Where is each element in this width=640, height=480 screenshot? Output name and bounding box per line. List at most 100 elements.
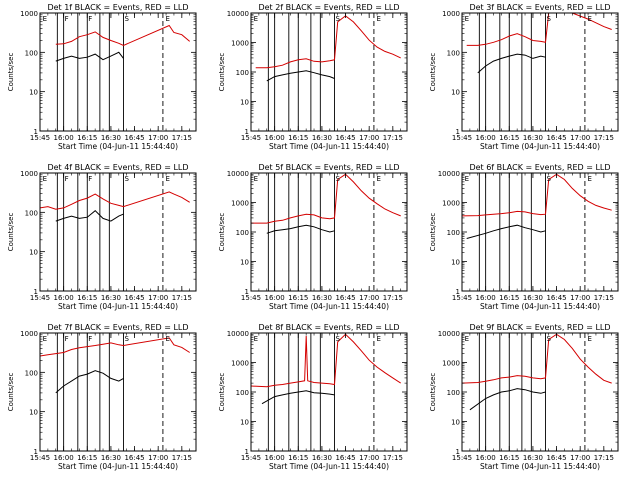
- interval-marker-label: S: [125, 15, 130, 23]
- x-tick-label: 16:00: [265, 294, 285, 302]
- interval-marker-label: F: [65, 15, 69, 23]
- y-tick-label: 1000: [442, 10, 460, 18]
- x-tick-label: 16:00: [476, 294, 496, 302]
- series-line-events: [261, 390, 335, 405]
- interval-marker-label: S: [336, 15, 341, 23]
- x-tick-label: 16:00: [265, 134, 285, 142]
- y-tick-label: 10: [451, 419, 460, 427]
- y-tick-label: 10: [29, 89, 38, 97]
- interval-marker-label: E: [254, 335, 258, 343]
- x-tick-label: 17:15: [383, 294, 403, 302]
- x-axis-label: Start Time (04-Jun-11 15:44:40): [480, 142, 600, 151]
- x-tick-label: 17:15: [594, 134, 614, 142]
- x-tick-label: 16:15: [499, 134, 519, 142]
- series-line-lld: [40, 337, 190, 357]
- chart-title: Det 3f BLACK = Events, RED = LLD: [469, 3, 610, 12]
- x-tick-label: 15:45: [241, 134, 261, 142]
- x-tick-label: 16:00: [476, 134, 496, 142]
- chart-title: Det 6f BLACK = Events, RED = LLD: [469, 163, 610, 172]
- series-line-events: [477, 53, 546, 74]
- interval-marker-label: E: [43, 335, 47, 343]
- x-tick-label: 15:45: [452, 134, 472, 142]
- y-tick-label: 1000: [20, 10, 38, 18]
- x-tick-label: 16:15: [288, 134, 308, 142]
- plot-frame: [39, 12, 197, 132]
- x-tick-label: 17:00: [148, 454, 168, 462]
- x-tick-label: 15:45: [30, 134, 50, 142]
- y-tick-label: 100: [236, 389, 249, 397]
- x-tick-label: 16:30: [312, 134, 332, 142]
- series-line-events: [55, 210, 124, 222]
- y-tick-label: 1000: [442, 360, 460, 368]
- y-axis-label: Counts/sec: [7, 53, 15, 92]
- series-line-events: [55, 51, 124, 62]
- x-tick-label: 16:45: [546, 454, 566, 462]
- y-tick-label: 1000: [20, 170, 38, 178]
- x-tick-label: 16:30: [523, 294, 543, 302]
- x-tick-label: 17:00: [148, 134, 168, 142]
- interval-marker-label: E: [43, 175, 47, 183]
- y-tick-label: 1: [34, 448, 38, 456]
- x-tick-label: 16:30: [101, 294, 121, 302]
- x-tick-label: 17:00: [148, 294, 168, 302]
- x-tick-label: 17:15: [594, 454, 614, 462]
- x-tick-label: 16:30: [312, 294, 332, 302]
- y-tick-label: 100: [25, 209, 38, 217]
- y-tick-label: 10000: [227, 170, 249, 178]
- y-tick-label: 1: [245, 128, 249, 136]
- series-line-events: [466, 224, 546, 239]
- series-line-events: [55, 370, 124, 394]
- y-tick-label: 10: [451, 259, 460, 267]
- series-line-events: [266, 224, 335, 234]
- series-line-lld: [251, 333, 401, 388]
- interval-marker-label: E: [465, 15, 469, 23]
- y-tick-label: 1000: [20, 330, 38, 338]
- interval-marker-label: E: [43, 15, 47, 23]
- x-tick-label: 16:45: [335, 454, 355, 462]
- y-tick-label: 100: [447, 389, 460, 397]
- interval-marker-label: E: [587, 15, 591, 23]
- x-tick-label: 16:00: [54, 294, 74, 302]
- chart-title: Det 1f BLACK = Events, RED = LLD: [47, 3, 188, 12]
- interval-marker-label: E: [376, 335, 380, 343]
- plot-frame: [461, 12, 619, 132]
- x-tick-label: 17:15: [383, 134, 403, 142]
- interval-marker-label: E: [465, 335, 469, 343]
- x-tick-label: 17:15: [594, 294, 614, 302]
- x-tick-label: 15:45: [241, 454, 261, 462]
- y-tick-label: 10000: [438, 330, 460, 338]
- x-tick-label: 16:45: [335, 294, 355, 302]
- y-axis-label: Counts/sec: [429, 373, 437, 412]
- x-tick-label: 15:45: [452, 294, 472, 302]
- y-tick-label: 100: [236, 229, 249, 237]
- y-tick-label: 10: [240, 419, 249, 427]
- series-line-lld: [466, 13, 612, 46]
- series-line-lld: [255, 15, 401, 69]
- x-tick-label: 16:30: [523, 134, 543, 142]
- y-axis-label: Counts/sec: [429, 53, 437, 92]
- interval-marker-label: S: [336, 335, 341, 343]
- x-tick-label: 17:15: [172, 454, 192, 462]
- interval-marker-label: E: [254, 15, 258, 23]
- x-tick-label: 15:45: [30, 454, 50, 462]
- x-axis-label: Start Time (04-Jun-11 15:44:40): [269, 302, 389, 311]
- x-tick-label: 16:15: [499, 454, 519, 462]
- x-tick-label: 16:30: [312, 454, 332, 462]
- x-tick-label: 15:45: [241, 294, 261, 302]
- y-axis-label: Counts/sec: [218, 373, 226, 412]
- y-tick-label: 10: [240, 99, 249, 107]
- x-tick-label: 16:15: [77, 454, 97, 462]
- y-tick-label: 1: [34, 128, 38, 136]
- chart-title: Det 2f BLACK = Events, RED = LLD: [258, 3, 399, 12]
- interval-marker-label: S: [125, 335, 130, 343]
- y-tick-label: 10: [29, 409, 38, 417]
- x-tick-label: 17:00: [570, 134, 590, 142]
- interval-marker-label: F: [88, 15, 92, 23]
- y-tick-label: 1: [456, 448, 460, 456]
- y-tick-label: 1000: [231, 40, 249, 48]
- y-tick-label: 100: [25, 369, 38, 377]
